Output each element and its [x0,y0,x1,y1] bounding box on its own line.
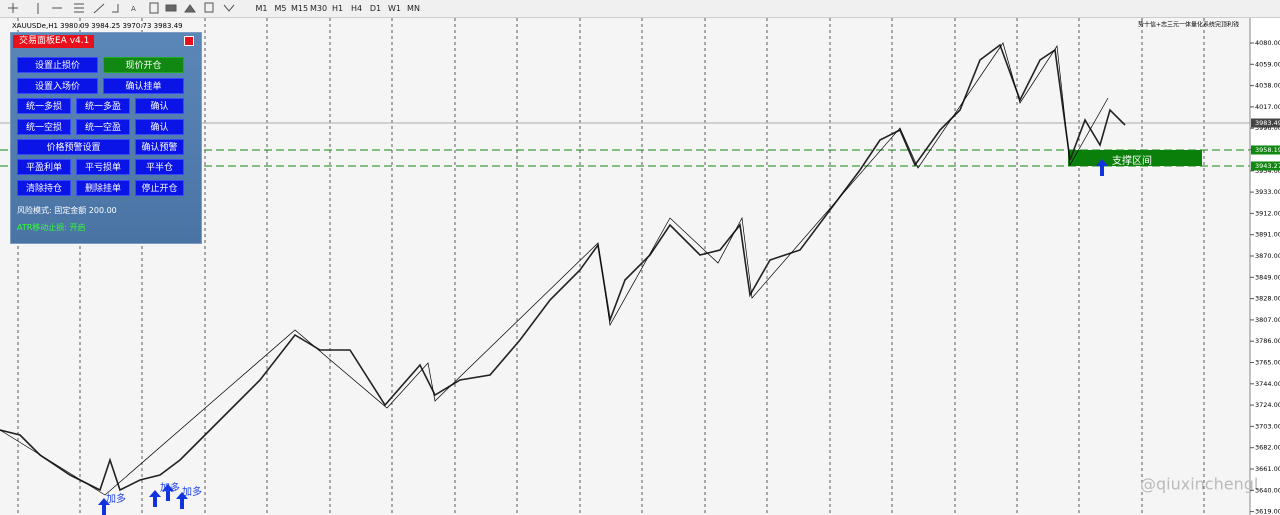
timeframe-button[interactable]: D1 [369,4,382,13]
price-label: 3765.00 [1255,359,1280,367]
price-label: 3912.00 [1255,209,1280,217]
price-axis [1250,18,1280,515]
signal-label: 加多 [160,481,180,494]
price-label: 3933.00 [1255,188,1280,196]
price-label: 4080.00 [1255,39,1280,47]
panel-button[interactable]: 现价开仓 [103,57,184,73]
svg-text:A: A [131,5,136,13]
price-tag-label: 3983.49 [1255,119,1280,127]
price-label: 3640.00 [1255,486,1280,494]
price-tag [1251,118,1280,128]
panel-button[interactable]: 平半仓 [135,159,184,175]
price-tag [1251,161,1280,171]
price-line [0,43,1126,492]
toolbar-icons: A [8,2,235,14]
v-grid [17,18,1205,515]
price-label: 3954.00 [1255,167,1280,175]
panel-button[interactable]: 统一空盈 [76,119,130,135]
timeframe-button[interactable]: H4 [350,4,363,13]
panel-button[interactable]: 设置止损价 [17,57,98,73]
panel-button[interactable]: 确认 [135,98,184,114]
timeframe-button[interactable]: M30 [310,4,328,13]
price-label: 3891.00 [1255,231,1280,239]
panel-button[interactable]: 停止开仓 [135,180,184,196]
timeframe-button[interactable]: M1 [255,4,268,13]
atr-status: ATR移动止损: 开启 [17,223,86,232]
price-label: 4059.00 [1255,60,1280,68]
price-label: 3661.00 [1255,465,1280,473]
price-label: 3996.00 [1255,124,1280,132]
price-label: 3619.00 [1255,508,1280,515]
panel-button[interactable]: 确认预警 [135,139,184,155]
close-button[interactable] [184,36,194,46]
panel-title: 交易面板EA v4.1 [13,35,94,48]
price-tag-label: 3958.19 [1255,146,1280,154]
panel-button[interactable]: 设置入场价 [17,78,98,94]
price-label: 3744.00 [1255,380,1280,388]
panel-button[interactable]: 确认挂单 [103,78,184,94]
timeframe-button[interactable]: MN [407,4,420,13]
panel-button[interactable]: 统一多损 [17,98,71,114]
panel-button[interactable]: 统一多盈 [76,98,130,114]
panel-button[interactable]: 删除挂单 [76,180,130,196]
signal-label: 加多 [106,492,126,505]
panel-button[interactable]: 价格预警设置 [17,139,130,155]
price-label: 4017.00 [1255,103,1280,111]
zone-text: 支撑区间 [1112,154,1152,167]
panel-button[interactable]: 确认 [135,119,184,135]
chart: 支撑区间 XAUUSDe,H1 3980.09 3984.25 3970.73 … [0,18,1280,515]
price-label: 3703.00 [1255,422,1280,430]
signal-label: 加多 [182,485,202,498]
panel-button[interactable]: 清除持仓 [17,180,71,196]
price-tag [1251,145,1280,155]
timeframe-button[interactable]: M5 [274,4,287,13]
panel-button[interactable]: 平亏损单 [76,159,130,175]
toolbar: A M1 M5 M15 M30 H1 H4 D1 W1 MN [0,0,1280,18]
price-label: 3724.00 [1255,401,1280,409]
price-label: 3828.00 [1255,295,1280,303]
timeframe-button[interactable]: H1 [331,4,344,13]
price-label: 3870.00 [1255,252,1280,260]
price-tag-label: 3943.27 [1255,162,1280,170]
price-label: 3786.00 [1255,337,1280,345]
risk-mode: 风险模式: 固定金额 200.00 [17,206,117,215]
watermark: @qiuxinchengl [1140,475,1258,494]
corner-text: 势十信+志三元一体量化系统完顶利钱 [1138,21,1239,29]
panel-button[interactable]: 统一空损 [17,119,71,135]
zigzag [0,42,1109,496]
price-label: 3682.00 [1255,444,1280,452]
panel-button[interactable]: 平盈利单 [17,159,71,175]
timeframe-button[interactable]: W1 [388,4,401,13]
symbol-info: XAUUSDe,H1 3980.09 3984.25 3970.73 3983.… [12,22,183,30]
price-label: 4038.00 [1255,82,1280,90]
price-label: 3849.00 [1255,273,1280,281]
trade-panel: 交易面板EA v4.1 风险模式: 固定金额 200.00 ATR移动止损: 开… [10,32,202,244]
timeframe-button[interactable]: M15 [291,4,309,13]
price-label: 3807.00 [1255,316,1280,324]
